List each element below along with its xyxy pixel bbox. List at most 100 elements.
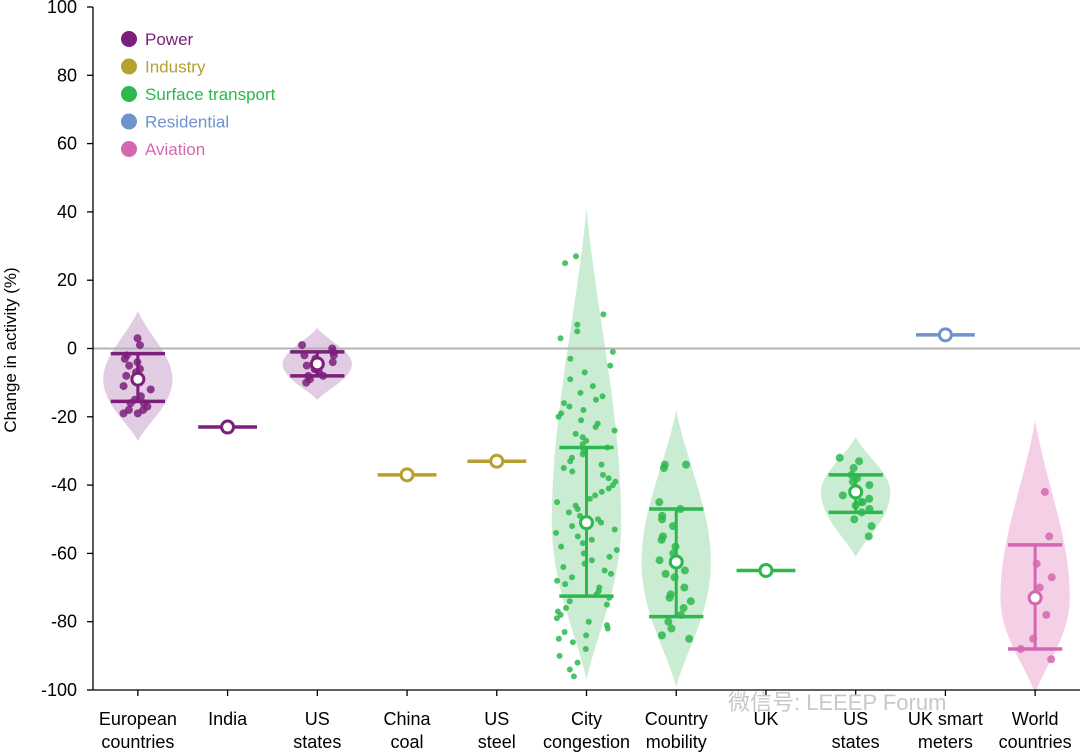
legend-marker bbox=[121, 86, 137, 102]
data-point bbox=[577, 389, 584, 396]
data-point bbox=[592, 396, 599, 403]
x-tick-label: countries bbox=[999, 732, 1072, 752]
data-point bbox=[592, 424, 599, 431]
data-point bbox=[565, 509, 572, 516]
data-point bbox=[328, 358, 337, 367]
data-point bbox=[665, 593, 674, 602]
x-tick-label: UK smart bbox=[908, 709, 983, 729]
data-point bbox=[574, 321, 581, 328]
data-point bbox=[1047, 573, 1056, 582]
legend-label: Aviation bbox=[145, 140, 205, 159]
data-point bbox=[611, 526, 618, 533]
data-point bbox=[680, 566, 689, 575]
data-point bbox=[569, 468, 576, 475]
x-tick-label: US bbox=[484, 709, 509, 729]
median-marker bbox=[130, 371, 146, 387]
data-point bbox=[582, 646, 589, 653]
data-point bbox=[583, 632, 590, 639]
data-point bbox=[566, 403, 573, 410]
data-point bbox=[580, 406, 587, 413]
data-point bbox=[579, 441, 586, 448]
data-point bbox=[867, 522, 876, 531]
median-marker bbox=[399, 467, 415, 483]
data-point bbox=[598, 519, 605, 526]
y-tick-label: -80 bbox=[51, 612, 77, 632]
data-point bbox=[865, 481, 874, 490]
data-point bbox=[558, 543, 565, 550]
data-point bbox=[119, 382, 128, 391]
y-tick-label: 100 bbox=[47, 0, 77, 17]
data-point bbox=[607, 362, 614, 369]
data-point bbox=[574, 659, 581, 666]
median-marker bbox=[220, 419, 236, 435]
data-point bbox=[858, 498, 867, 507]
legend-label: Residential bbox=[145, 113, 229, 132]
x-tick-label: UK bbox=[753, 709, 778, 729]
data-point bbox=[664, 617, 673, 626]
data-point bbox=[561, 400, 568, 407]
data-point bbox=[655, 498, 664, 507]
x-tick-label: China bbox=[384, 709, 432, 729]
data-point bbox=[566, 666, 573, 673]
data-point bbox=[555, 635, 562, 642]
data-point bbox=[601, 567, 608, 574]
data-point bbox=[605, 485, 612, 492]
data-marks bbox=[110, 253, 1063, 680]
data-point bbox=[657, 535, 666, 544]
data-point bbox=[849, 464, 858, 473]
data-point bbox=[133, 409, 142, 418]
violin-body bbox=[551, 208, 622, 680]
median-marker bbox=[758, 562, 774, 578]
data-point bbox=[568, 574, 575, 581]
data-point bbox=[566, 598, 573, 605]
y-tick-label: 80 bbox=[57, 65, 77, 85]
median-marker bbox=[848, 484, 864, 500]
data-point bbox=[579, 540, 586, 547]
data-point bbox=[603, 601, 610, 608]
legend-marker bbox=[121, 113, 137, 130]
data-point bbox=[553, 529, 560, 536]
data-point bbox=[570, 673, 577, 680]
data-point bbox=[146, 385, 155, 394]
data-point bbox=[864, 532, 873, 541]
median-marker bbox=[1027, 590, 1043, 606]
data-point bbox=[562, 581, 569, 588]
x-tick-label: states bbox=[293, 732, 341, 752]
data-point bbox=[850, 515, 859, 524]
x-tick-label: countries bbox=[101, 732, 174, 752]
data-point bbox=[569, 523, 576, 530]
data-point bbox=[579, 451, 586, 458]
y-tick-label: -40 bbox=[51, 475, 77, 495]
data-point bbox=[660, 460, 669, 469]
y-tick-label: -100 bbox=[41, 680, 77, 700]
x-tick-label: coal bbox=[391, 732, 424, 752]
data-point bbox=[578, 417, 585, 424]
axes: 100 80 60 40 20 0 -20 -40 -60 -80 -100 European coun… bbox=[41, 0, 1080, 752]
data-point bbox=[838, 491, 847, 500]
data-point bbox=[599, 471, 606, 478]
legend-label: Power bbox=[145, 30, 194, 49]
y-axis-title: Change in activity (%) bbox=[1, 267, 20, 432]
data-point bbox=[835, 453, 844, 462]
data-point bbox=[588, 557, 595, 564]
data-point bbox=[679, 604, 688, 613]
legend-marker bbox=[121, 31, 137, 47]
data-point bbox=[573, 253, 580, 260]
data-point bbox=[569, 639, 576, 646]
data-point bbox=[553, 615, 560, 622]
y-tick-label: 40 bbox=[57, 202, 77, 222]
data-point bbox=[589, 383, 596, 390]
data-point bbox=[581, 369, 588, 376]
data-point bbox=[556, 652, 563, 659]
data-point bbox=[598, 461, 605, 468]
legend-marker bbox=[121, 58, 137, 75]
x-tick-label: City bbox=[571, 709, 602, 729]
data-point bbox=[658, 515, 667, 524]
y-tick-label: 0 bbox=[67, 339, 77, 359]
data-point bbox=[657, 631, 666, 640]
data-point bbox=[567, 458, 574, 465]
data-point bbox=[1042, 610, 1051, 619]
data-point bbox=[607, 570, 614, 577]
data-point bbox=[680, 583, 689, 592]
x-tick-label: European bbox=[99, 709, 177, 729]
